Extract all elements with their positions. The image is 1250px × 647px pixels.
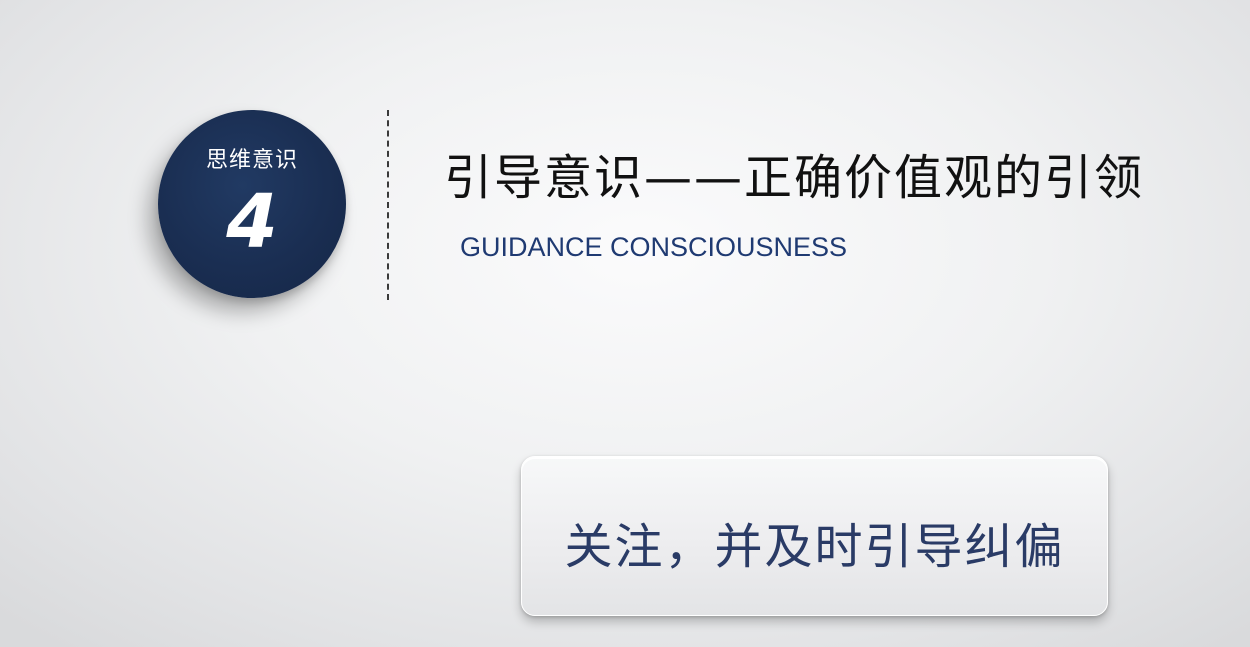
slide-title-english: GUIDANCE CONSCIOUSNESS — [460, 232, 848, 262]
badge-number: 4 — [226, 179, 278, 265]
key-point-card: 关注，并及时引导纠偏 — [521, 456, 1108, 616]
dashed-divider — [387, 110, 389, 300]
badge-label: 思维意识 — [205, 148, 298, 173]
slide-title-chinese: 引导意识——正确价值观的引领 — [444, 150, 1145, 206]
section-badge: 思维意识 4 — [158, 110, 346, 298]
key-point-text: 关注，并及时引导纠偏 — [564, 519, 1065, 575]
